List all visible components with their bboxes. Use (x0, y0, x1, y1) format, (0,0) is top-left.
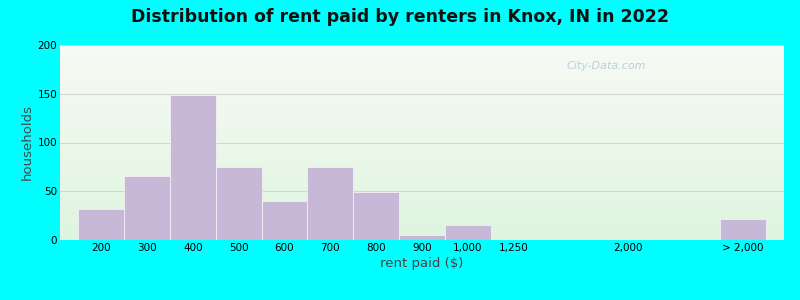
Bar (354, 192, 399, 240)
Text: Distribution of rent paid by renters in Knox, IN in 2022: Distribution of rent paid by renters in … (131, 8, 669, 26)
Y-axis label: households: households (20, 104, 34, 181)
Text: City-Data.com: City-Data.com (566, 61, 646, 70)
Bar (262, 201, 307, 240)
Bar (307, 167, 354, 240)
Bar (216, 167, 262, 240)
Bar (445, 225, 490, 240)
Bar (720, 218, 766, 240)
Bar (399, 235, 445, 240)
Bar (170, 95, 216, 240)
Bar (124, 176, 170, 240)
Bar (78, 209, 124, 240)
X-axis label: rent paid ($): rent paid ($) (380, 257, 464, 270)
